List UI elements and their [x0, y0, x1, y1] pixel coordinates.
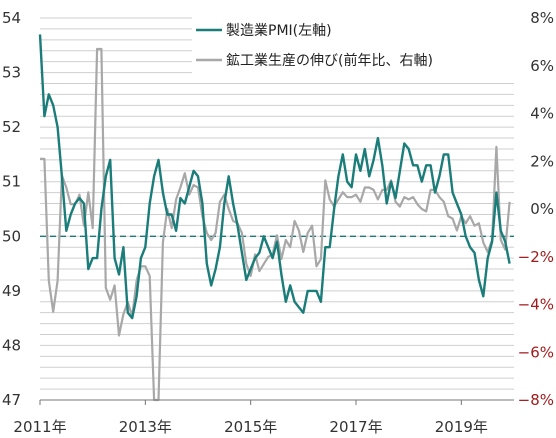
left-tick-label: 50 [2, 227, 21, 245]
series-line-pmi [38, 34, 511, 320]
x-tick-label: 2013年 [119, 418, 172, 436]
right-tick-label: 2% [530, 152, 554, 170]
right-tick-label: 8% [530, 9, 554, 27]
left-tick-label: 51 [2, 173, 21, 191]
right-tick-label: 0% [530, 200, 554, 218]
right-tick-label: −2% [518, 248, 554, 266]
legend-label-pmi: 製造業PMI(左軸) [226, 23, 332, 39]
x-tick-label: 2019年 [435, 418, 488, 436]
left-tick-label: 52 [2, 118, 21, 136]
right-tick-label: 6% [530, 57, 554, 75]
series-line-industrial-growth [40, 47, 511, 402]
left-tick-label: 49 [2, 282, 21, 300]
gridlines [40, 17, 514, 401]
left-tick-label: 47 [2, 391, 21, 409]
legend: 製造業PMI(左軸) 鉱工業生産の伸び(前年比、右軸) [192, 10, 520, 74]
left-tick-label: 54 [2, 9, 21, 27]
right-tick-label: −4% [518, 296, 554, 314]
x-tick-label: 2017年 [329, 418, 382, 436]
right-tick-label: 4% [530, 105, 554, 123]
left-axis: 47 48 49 50 51 52 53 54 [2, 9, 21, 409]
legend-background [192, 10, 520, 74]
left-tick-label: 53 [2, 64, 21, 82]
series-lines [38, 34, 511, 402]
left-tick-label: 48 [2, 336, 21, 354]
x-tick-label: 2011年 [13, 418, 66, 436]
right-tick-label: −6% [518, 343, 554, 361]
right-tick-label: −8% [518, 391, 554, 409]
x-tick-label: 2015年 [224, 418, 277, 436]
legend-label-growth: 鉱工業生産の伸び(前年比、右軸) [226, 52, 433, 69]
right-axis: −8% −6% −4% −2% 0% 2% 4% 6% 8% [518, 9, 554, 409]
x-axis: 2011年 2013年 2015年 2017年 2019年 [13, 399, 514, 436]
